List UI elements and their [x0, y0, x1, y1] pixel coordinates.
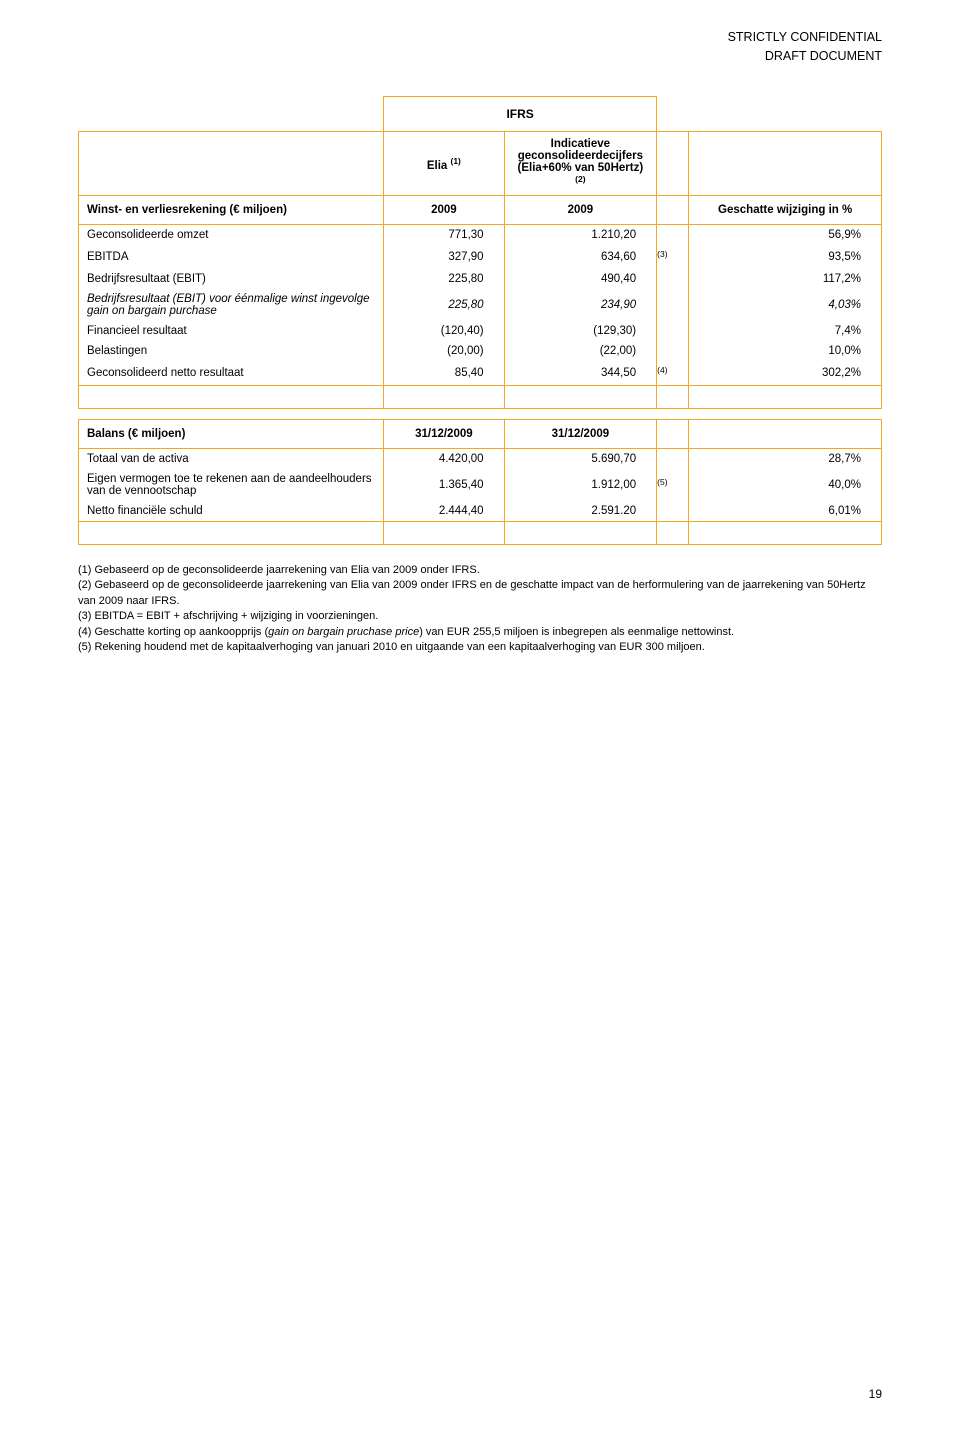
row-pct: 7,4%: [689, 321, 882, 341]
col-indicative-label: Indicatieve geconsolideerdecijfers (Elia…: [504, 131, 657, 196]
table-row: EBITDA327,90634,60(3)93,5%: [79, 245, 882, 269]
row-sup: [657, 321, 689, 341]
date-left: 31/12/2009: [384, 419, 504, 448]
row-pct: 56,9%: [689, 225, 882, 246]
table-row: Eigen vermogen toe te rekenen aan de aan…: [79, 469, 882, 501]
table-row: Bedrijfsresultaat (EBIT) voor éénmalige …: [79, 289, 882, 321]
table-row: Balans (€ miljoen) 31/12/2009 31/12/2009: [79, 419, 882, 448]
table-row: Geconsolideerde omzet771,301.210,20 56,9%: [79, 225, 882, 246]
table-row: Totaal van de activa4.420,005.690,70 28,7…: [79, 448, 882, 469]
row-value-elia: 1.365,40: [384, 469, 504, 501]
row-sup: [657, 448, 689, 469]
row-pct: 40,0%: [689, 469, 882, 501]
table-row: Geconsolideerd netto resultaat85,40344,5…: [79, 361, 882, 385]
row-sup: [657, 501, 689, 522]
change-label: Geschatte wijziging in %: [689, 196, 882, 225]
financial-table: IFRS Elia (1) Indicatieve geconsolideerd…: [78, 96, 882, 545]
row-sup: [657, 269, 689, 289]
confidential-line-2: DRAFT DOCUMENT: [78, 47, 882, 66]
table-row: Netto financiële schuld2.444,402.591.20 6…: [79, 501, 882, 522]
row-value-combined: 234,90: [504, 289, 657, 321]
page-number: 19: [869, 1387, 882, 1401]
row-label: Netto financiële schuld: [79, 501, 384, 522]
row-value-combined: 634,60: [504, 245, 657, 269]
confidential-header: STRICTLY CONFIDENTIAL DRAFT DOCUMENT: [78, 28, 882, 66]
footnote-3: (3) EBITDA = EBIT + afschrijving + wijzi…: [78, 609, 882, 624]
footnote-4b: ) van EUR 255,5 miljoen is inbegrepen al…: [419, 626, 734, 638]
col-elia-label: Elia (1): [384, 131, 504, 196]
col-elia-sup: (1): [451, 156, 461, 166]
row-value-combined: 1.210,20: [504, 225, 657, 246]
row-pct: 93,5%: [689, 245, 882, 269]
footnote-4a: (4) Geschatte korting op aankoopprijs (: [78, 626, 268, 638]
row-sup: [657, 225, 689, 246]
footnote-4-italic: gain on bargain pruchase price: [268, 626, 419, 638]
table-row: Financieel resultaat(120,40)(129,30) 7,4%: [79, 321, 882, 341]
row-value-combined: 490,40: [504, 269, 657, 289]
row-value-combined: (22,00): [504, 341, 657, 361]
col-elia-text: Elia: [427, 159, 447, 171]
row-label: Geconsolideerde omzet: [79, 225, 384, 246]
page-container: STRICTLY CONFIDENTIAL DRAFT DOCUMENT IFR…: [0, 0, 960, 1431]
footnote-5: (5) Rekening houdend met de kapitaalverh…: [78, 640, 882, 655]
year-left: 2009: [384, 196, 504, 225]
footnote-1: (1) Gebaseerd op de geconsolideerde jaar…: [78, 563, 882, 578]
row-pct: 6,01%: [689, 501, 882, 522]
row-value-elia: 771,30: [384, 225, 504, 246]
row-label: EBITDA: [79, 245, 384, 269]
row-label: Bedrijfsresultaat (EBIT): [79, 269, 384, 289]
row-value-combined: 2.591.20: [504, 501, 657, 522]
year-right: 2009: [504, 196, 657, 225]
row-sup: [657, 341, 689, 361]
row-label: Financieel resultaat: [79, 321, 384, 341]
row-value-elia: 225,80: [384, 269, 504, 289]
row-pct: 4,03%: [689, 289, 882, 321]
table-row: Elia (1) Indicatieve geconsolideerdecijf…: [79, 131, 882, 196]
row-label: Belastingen: [79, 341, 384, 361]
row-value-elia: 2.444,40: [384, 501, 504, 522]
row-value-elia: 327,90: [384, 245, 504, 269]
table-row: Bedrijfsresultaat (EBIT)225,80490,40 117,…: [79, 269, 882, 289]
row-sup: (3): [657, 245, 689, 269]
row-label: Bedrijfsresultaat (EBIT) voor éénmalige …: [79, 289, 384, 321]
row-value-combined: (129,30): [504, 321, 657, 341]
row-value-elia: (120,40): [384, 321, 504, 341]
row-label: Totaal van de activa: [79, 448, 384, 469]
row-value-combined: 344,50: [504, 361, 657, 385]
row-value-elia: 225,80: [384, 289, 504, 321]
footnote-2: (2) Gebaseerd op de geconsolideerde jaar…: [78, 578, 882, 609]
row-value-combined: 1.912,00: [504, 469, 657, 501]
section1-title: Winst- en verliesrekening (€ miljoen): [79, 196, 384, 225]
row-value-elia: 4.420,00: [384, 448, 504, 469]
col-indicative-text: Indicatieve geconsolideerdecijfers (Elia…: [518, 138, 644, 174]
table-row: IFRS: [79, 96, 882, 131]
table-row: [79, 521, 882, 544]
table-row: Belastingen(20,00)(22,00) 10,0%: [79, 341, 882, 361]
ifrs-title: IFRS: [384, 96, 657, 131]
row-label: Geconsolideerd netto resultaat: [79, 361, 384, 385]
confidential-line-1: STRICTLY CONFIDENTIAL: [78, 28, 882, 47]
footnote-4: (4) Geschatte korting op aankoopprijs (g…: [78, 625, 882, 640]
row-pct: 28,7%: [689, 448, 882, 469]
row-value-elia: 85,40: [384, 361, 504, 385]
row-pct: 302,2%: [689, 361, 882, 385]
row-value-elia: (20,00): [384, 341, 504, 361]
row-pct: 10,0%: [689, 341, 882, 361]
row-pct: 117,2%: [689, 269, 882, 289]
table-row: [79, 385, 882, 408]
date-right: 31/12/2009: [504, 419, 657, 448]
row-sup: (4): [657, 361, 689, 385]
table-row: Winst- en verliesrekening (€ miljoen) 20…: [79, 196, 882, 225]
row-sup: [657, 289, 689, 321]
footnotes: (1) Gebaseerd op de geconsolideerde jaar…: [78, 563, 882, 655]
row-sup: (5): [657, 469, 689, 501]
col-indicative-sup: (2): [575, 174, 585, 184]
row-label: Eigen vermogen toe te rekenen aan de aan…: [79, 469, 384, 501]
row-value-combined: 5.690,70: [504, 448, 657, 469]
section2-title: Balans (€ miljoen): [79, 419, 384, 448]
spacer-row: [79, 408, 882, 419]
